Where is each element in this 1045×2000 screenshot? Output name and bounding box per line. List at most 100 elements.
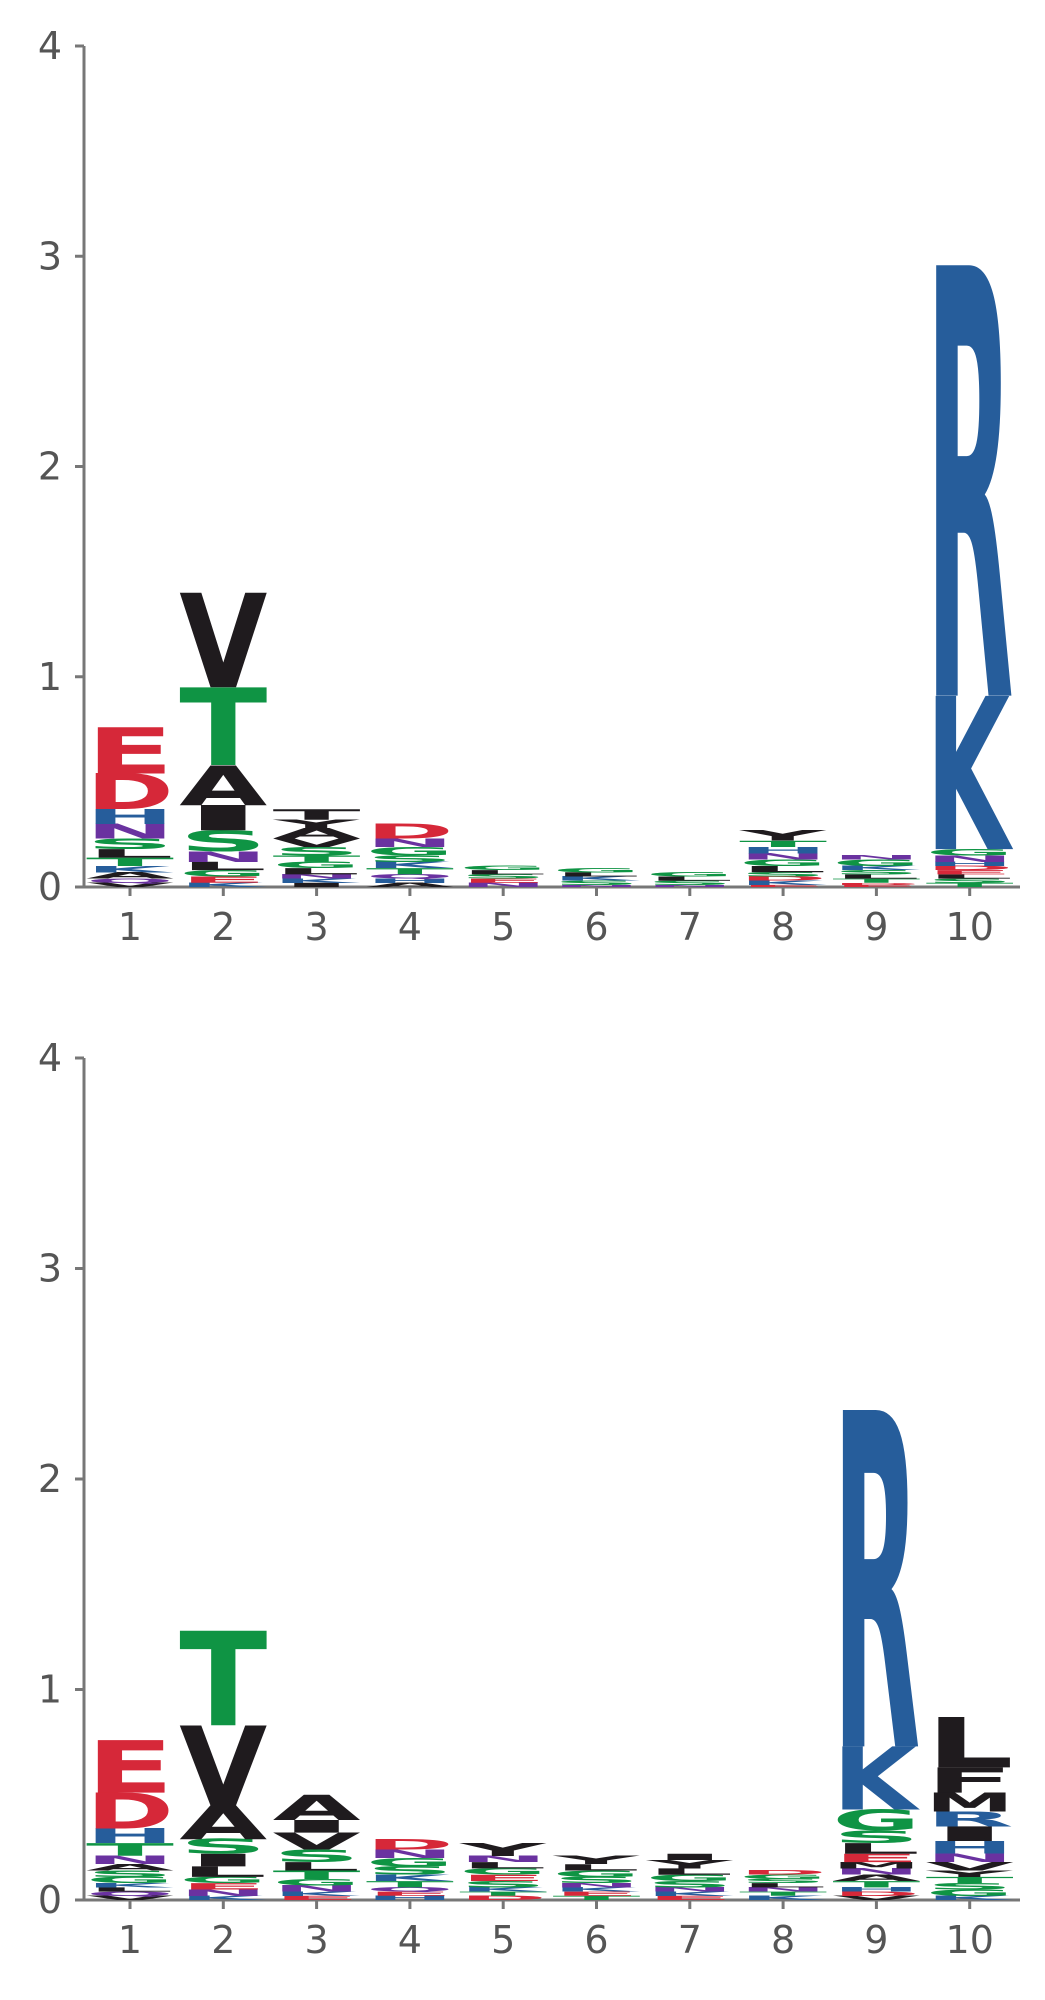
x-tick-label: 7 [678,1918,702,1962]
logo-letter-k: K [646,1891,734,1898]
logo-letter-l: L [273,866,361,876]
logo-letter-e: E [553,1890,641,1897]
logo-letter-t: T [273,1868,361,1881]
logo-letter-s: S [179,825,267,858]
logo-letter-k: K [366,860,455,870]
logo-letter-t: T [273,806,362,823]
logo-letter-v: V [273,837,362,850]
logo-letter-d: D [366,1836,454,1853]
logo-letter-s: S [366,1864,454,1877]
logo-letter-i: I [179,798,267,838]
logo-letter-h: H [86,1824,174,1847]
logo-letter-n: N [553,1882,641,1889]
x-tick-label: 4 [398,1918,422,1962]
logo-letter-r: R [926,1808,1014,1831]
logo-letter-l: L [459,1860,547,1870]
logo-letter-a: A [86,1863,174,1873]
logo-letter-s: S [832,869,920,876]
y-tick-label: 2 [38,445,62,489]
logo-letter-l: L [553,871,641,878]
logo-letter-g: G [553,867,641,874]
logo-letter-y: Y [459,1840,547,1860]
logo-letter-k: K [832,1730,921,1830]
logo-letter-l: L [832,1840,920,1857]
logo-letter-t: T [366,866,454,876]
logo-letter-l: L [926,873,1014,880]
logo-letter-y: Y [646,1858,735,1871]
logo-letter-s: S [739,871,827,878]
logo-letter-s: S [926,878,1014,885]
logo-letter-g: G [179,868,267,878]
logo-letter-k: K [86,1882,174,1889]
logo-letter-s: S [366,854,454,864]
logo-letter-e: E [86,1726,174,1810]
logo-letter-s: S [273,845,361,858]
x-tick-label: 10 [946,1918,994,1962]
y-tick-label: 0 [38,1878,62,1922]
logo-letter-l: L [926,1703,1014,1783]
logo-letter-l: L [86,1886,174,1893]
logo-letter-g: G [459,1867,547,1877]
logo-letter-y: Y [925,1869,1014,1879]
logo-letter-k: K [739,880,827,887]
logo-letter-e: E [459,877,547,884]
logo-letter-l: L [179,1864,267,1881]
logo-letter-t: T [179,666,267,790]
logo-letter-k: K [832,865,920,872]
logo-letter-v: V [86,882,174,889]
logo-letter-g: G [832,1804,920,1838]
logo-letter-s: S [553,1875,641,1885]
logo-letter-e: E [739,884,827,887]
logo-letter-n: N [646,884,734,887]
logo-letter-l: L [739,864,827,874]
x-tick-label: 9 [864,905,888,949]
logo-letter-a: A [366,882,454,889]
logo-letter-k: K [179,1895,267,1902]
logo-letter-l: L [646,1867,734,1877]
logo-letter-a: A [832,1873,920,1883]
y-tick-label: 4 [38,1036,62,1080]
logo-letter-g: G [739,1874,827,1881]
y-tick-label: 1 [38,1668,62,1712]
logo-letter-k: K [366,1873,455,1883]
logo-letter-q: Q [366,873,454,880]
x-tick-label: 5 [491,1918,515,1962]
logo-letter-t: T [366,1879,454,1889]
logo-letter-k: K [926,656,1014,900]
logo-letter-g: G [459,865,547,872]
logo-letter-g: G [926,847,1014,857]
logo-letter-v: V [273,1828,362,1855]
logo-letter-v: V [86,1895,174,1902]
logo-letter-k: K [86,864,175,874]
y-tick-label: 2 [38,1457,62,1501]
logo-letter-h: H [926,1838,1014,1858]
logo-letter-s: S [86,836,174,853]
logo-letter-g: G [646,1873,734,1883]
logo-letter-v: V [179,567,267,718]
logo-letter-m: M [832,1860,920,1870]
logo-letter-v: V [926,1860,1015,1873]
logo-letter-n: N [926,1851,1014,1864]
logo-letter-s: S [646,1879,734,1889]
logo-letter-l: L [86,847,174,860]
logo-letter-n: N [459,1854,547,1864]
logo-letter-e: E [273,1895,361,1902]
logo-letter-g: G [739,858,827,868]
logo-letter-k: K [459,1886,547,1893]
logo-letter-q: Q [86,1891,174,1898]
logo-letter-a: A [273,825,361,842]
logo-letter-n: N [179,848,267,865]
logo-letter-d: D [86,764,174,821]
logo-letter-i: I [646,1852,734,1862]
